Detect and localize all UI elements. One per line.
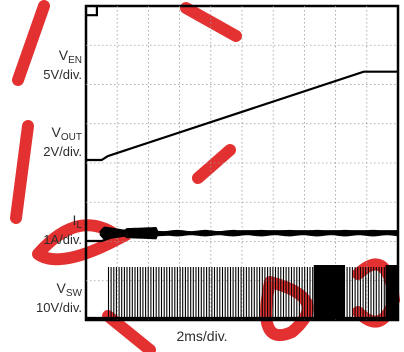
trace-vsw-burst: [313, 265, 345, 318]
traces: [86, 6, 398, 320]
vout-name: VOUT: [51, 124, 82, 144]
vsw-name: VSW: [56, 280, 82, 300]
ven-name: VEN: [58, 47, 82, 67]
vsw-scale: 10V/div.: [35, 300, 82, 315]
plot-area: [84, 4, 400, 322]
ven-label: VEN 5V/div.: [0, 48, 82, 82]
trace-out: [86, 70, 398, 162]
trace-en: [86, 6, 99, 17]
grid: [86, 6, 398, 320]
vsw-label: VSW 10V/div.: [0, 281, 82, 315]
trace-vsw-burst: [385, 265, 398, 318]
trace-il-ripple: [99, 226, 398, 240]
vout-label: VOUT 2V/div.: [0, 125, 82, 159]
ven-scale: 5V/div.: [43, 67, 82, 82]
x-axis-label: 2ms/div.: [176, 328, 228, 344]
il-label: IL 1A/div.: [0, 213, 82, 247]
vout-scale: 2V/div.: [43, 144, 82, 159]
il-scale: 1A/div.: [43, 232, 82, 247]
il-name: IL: [72, 212, 82, 232]
